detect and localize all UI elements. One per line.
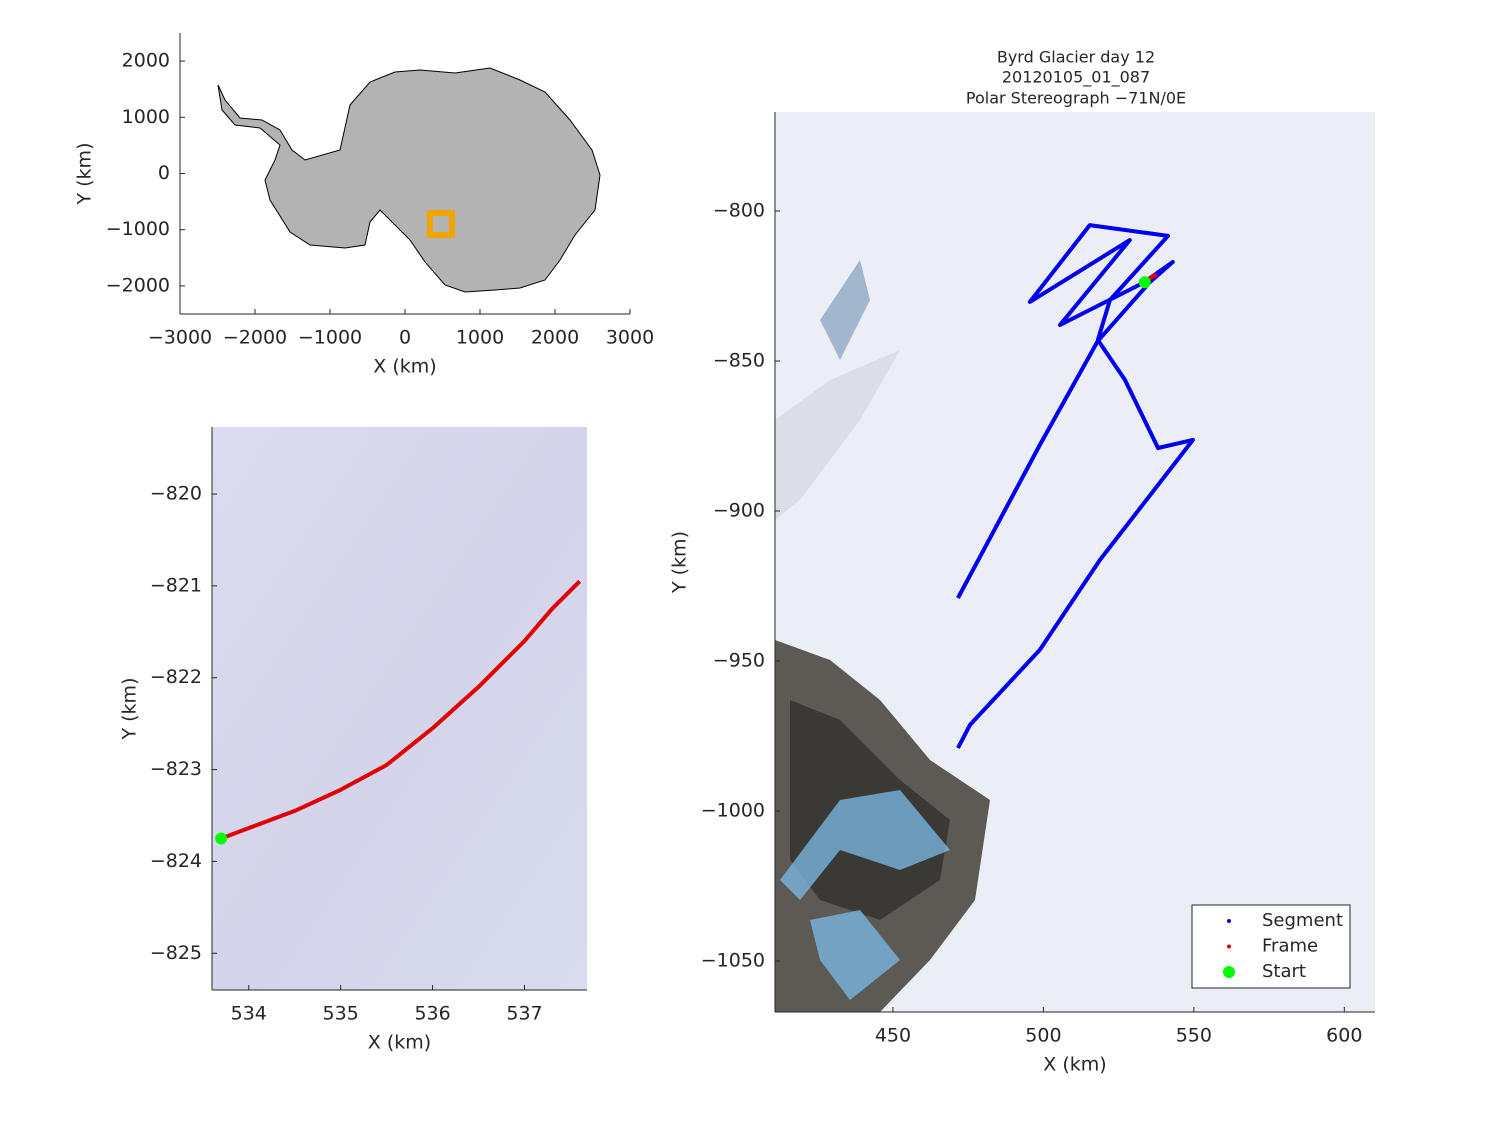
y-tick-label: −800	[713, 200, 765, 222]
legend-swatch	[1227, 919, 1231, 923]
track-line	[956, 223, 1195, 749]
x-tick-label: 450	[875, 1025, 911, 1047]
x-tick-label: 534	[231, 1003, 267, 1025]
y-tick-label: −850	[713, 350, 765, 372]
y-tick-label: −900	[713, 500, 765, 522]
plot-area	[956, 223, 1195, 749]
plot-area	[215, 579, 582, 845]
x-tick-label: 0	[399, 327, 411, 349]
x-axis-label: X (km)	[368, 1032, 431, 1054]
x-tick-label: −1000	[298, 327, 362, 349]
continent	[217, 67, 601, 293]
legend-swatch	[1227, 944, 1231, 949]
x-tick-label: 500	[1025, 1025, 1061, 1047]
location-marker	[427, 210, 455, 239]
legend-swatch	[1223, 966, 1235, 978]
x-tick-label: 550	[1176, 1025, 1212, 1047]
x-tick-label: 537	[506, 1003, 542, 1025]
y-tick-label: −824	[150, 850, 202, 872]
start-marker	[215, 832, 228, 845]
y-tick-label: −820	[150, 483, 202, 505]
y-tick-label: 2000	[122, 50, 170, 72]
y-tick-label: −2000	[106, 274, 170, 296]
y-tick-label: −1050	[701, 950, 765, 972]
x-tick-label: −3000	[148, 327, 212, 349]
chart-title: Polar Stereograph −71N/0E	[966, 89, 1186, 108]
satellite-image	[775, 112, 1375, 1012]
y-tick-label: 0	[158, 162, 170, 184]
track-line	[220, 579, 582, 841]
x-axis-label: X (km)	[373, 356, 436, 378]
start-marker	[1138, 276, 1151, 289]
x-tick-label: 2000	[531, 327, 579, 349]
x-tick-label: 3000	[606, 327, 654, 349]
x-tick-label: 536	[414, 1003, 450, 1025]
y-tick-label: −821	[150, 574, 202, 596]
y-tick-label: −950	[713, 650, 765, 672]
chart-title: 20120105_01_087	[1002, 68, 1150, 88]
y-tick-label: −825	[150, 942, 202, 964]
y-axis-label: Y (km)	[119, 678, 141, 741]
y-tick-label: −823	[150, 758, 202, 780]
y-tick-label: −1000	[106, 218, 170, 240]
y-tick-label: 1000	[122, 106, 170, 128]
plot-area	[427, 210, 455, 239]
x-tick-label: −2000	[223, 327, 287, 349]
x-tick-label: 1000	[456, 327, 504, 349]
legend-label: Start	[1262, 961, 1306, 982]
y-axis-label: Y (km)	[74, 143, 96, 206]
x-axis-label: X (km)	[1043, 1054, 1106, 1076]
y-tick-label: −822	[150, 666, 202, 688]
image-background	[212, 427, 587, 990]
legend-label: Segment	[1262, 910, 1343, 931]
y-axis-label: Y (km)	[669, 531, 691, 594]
legend-label: Frame	[1262, 936, 1318, 957]
x-tick-label: 535	[323, 1003, 359, 1025]
y-tick-label: −1000	[701, 800, 765, 822]
x-tick-label: 600	[1326, 1025, 1362, 1047]
legend-box	[1191, 904, 1351, 989]
chart-title: Byrd Glacier day 12	[997, 48, 1155, 67]
